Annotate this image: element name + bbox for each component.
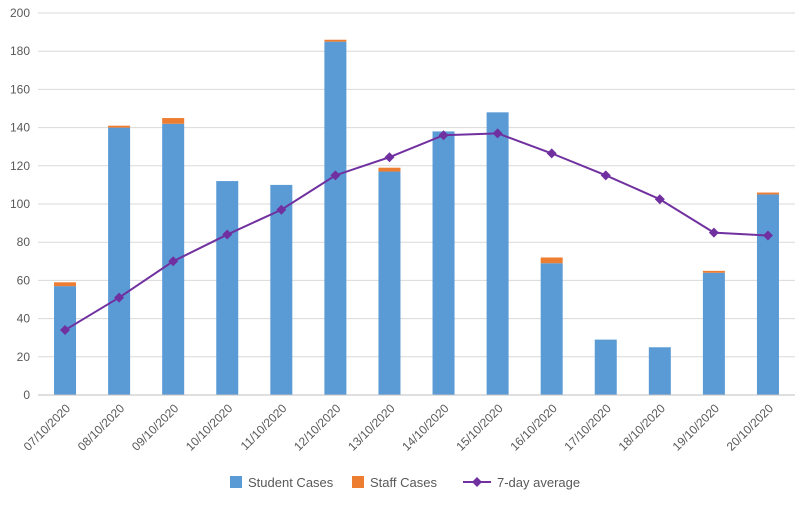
x-tick-label: 14/10/2020 bbox=[399, 401, 452, 454]
y-tick-label: 200 bbox=[10, 6, 30, 20]
y-tick-label: 180 bbox=[10, 44, 30, 58]
legend-swatch-student-cases bbox=[230, 476, 242, 488]
marker-7-day-average bbox=[114, 292, 125, 303]
bar-staff-cases bbox=[702, 270, 725, 273]
x-tick-label: 18/10/2020 bbox=[616, 401, 669, 454]
bar-student-cases bbox=[540, 263, 563, 395]
x-tick-label: 13/10/2020 bbox=[345, 401, 398, 454]
x-tick-label: 12/10/2020 bbox=[291, 401, 344, 454]
marker-7-day-average bbox=[600, 170, 611, 181]
bar-student-cases bbox=[378, 171, 401, 395]
legend: Student Cases Staff Cases 7-day average bbox=[230, 475, 580, 490]
marker-7-day-average bbox=[762, 230, 773, 241]
x-tick-label: 11/10/2020 bbox=[238, 401, 290, 453]
bar-student-cases bbox=[648, 347, 671, 395]
y-tick-label: 0 bbox=[23, 388, 30, 402]
legend-marker-7-day-average bbox=[472, 477, 482, 487]
bar-student-cases bbox=[432, 131, 455, 396]
bar-staff-cases bbox=[540, 257, 563, 264]
y-tick-label: 60 bbox=[17, 273, 31, 287]
bar-student-cases bbox=[54, 286, 77, 395]
x-tick-label: 07/10/2020 bbox=[21, 401, 74, 454]
x-tick-label: 20/10/2020 bbox=[724, 401, 777, 454]
x-tick-label: 10/10/2020 bbox=[183, 401, 236, 454]
line-7-day-average bbox=[64, 132, 769, 331]
y-tick-label: 40 bbox=[17, 312, 31, 326]
x-tick-label: 08/10/2020 bbox=[75, 401, 128, 454]
marker-7-day-average bbox=[708, 227, 719, 238]
bar-student-cases bbox=[756, 194, 779, 395]
legend-label-7-day-average: 7-day average bbox=[497, 475, 580, 490]
y-tick-label: 140 bbox=[10, 121, 30, 135]
bar-student-cases bbox=[702, 272, 725, 395]
bar-student-cases bbox=[108, 127, 131, 395]
x-tick-label: 17/10/2020 bbox=[562, 401, 615, 454]
legend-swatch-staff-cases bbox=[352, 476, 364, 488]
bar-staff-cases bbox=[756, 192, 779, 195]
bar-staff-cases bbox=[108, 125, 131, 128]
marker-7-day-average bbox=[60, 325, 71, 336]
marker-7-day-average bbox=[492, 128, 503, 139]
marker-7-day-average bbox=[546, 148, 557, 159]
marker-7-day-average bbox=[438, 130, 449, 141]
bar-student-cases bbox=[216, 181, 239, 395]
line-series-group bbox=[60, 128, 773, 336]
marker-7-day-average bbox=[654, 194, 665, 205]
marker-7-day-average bbox=[222, 229, 233, 240]
bar-staff-cases bbox=[54, 282, 77, 287]
x-tick-label: 15/10/2020 bbox=[453, 401, 506, 454]
bar-student-cases bbox=[594, 339, 617, 395]
y-tick-label: 120 bbox=[10, 159, 30, 173]
bar-staff-cases bbox=[162, 118, 185, 124]
y-tick-label: 100 bbox=[10, 197, 30, 211]
gridlines bbox=[38, 12, 795, 396]
y-tick-label: 20 bbox=[17, 350, 31, 364]
marker-7-day-average bbox=[330, 170, 341, 181]
marker-7-day-average bbox=[168, 256, 179, 267]
bar-staff-cases bbox=[378, 167, 401, 172]
bar-series-group bbox=[54, 39, 779, 396]
bar-student-cases bbox=[270, 184, 293, 395]
bar-student-cases bbox=[324, 41, 347, 396]
y-tick-label: 80 bbox=[17, 235, 31, 249]
bar-staff-cases bbox=[324, 39, 347, 42]
x-tick-label: 16/10/2020 bbox=[507, 401, 560, 454]
legend-label-student-cases: Student Cases bbox=[248, 475, 334, 490]
marker-7-day-average bbox=[384, 152, 395, 163]
bar-student-cases bbox=[486, 112, 509, 395]
marker-7-day-average bbox=[276, 204, 287, 215]
y-tick-label: 160 bbox=[10, 82, 30, 96]
legend-label-staff-cases: Staff Cases bbox=[370, 475, 437, 490]
x-tick-label: 19/10/2020 bbox=[670, 401, 723, 454]
x-tick-label: 09/10/2020 bbox=[129, 401, 182, 454]
